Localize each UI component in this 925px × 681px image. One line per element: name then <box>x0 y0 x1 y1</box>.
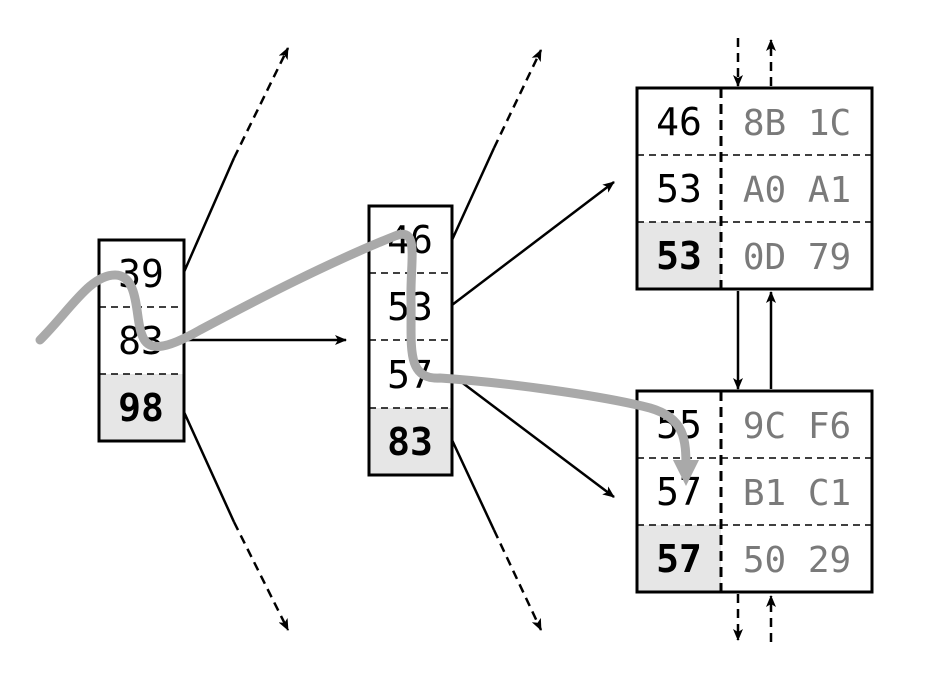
leaf-key: 57 <box>656 470 702 514</box>
leaf-value: 8B 1C <box>743 103 851 144</box>
root-separator-key: 98 <box>118 386 164 430</box>
inner-separator-cell <box>369 408 452 475</box>
leaf-separator-value: 0D 79 <box>743 237 851 278</box>
leaf-key: 46 <box>656 100 702 144</box>
leaf-bottom-separator-cell <box>637 525 721 592</box>
inner-pointers <box>450 49 615 631</box>
leaf-key: 53 <box>656 167 702 211</box>
root-pointer-down-solid <box>182 411 236 523</box>
leaf-node-top: 46 8B 1C 53 A0 A1 53 0D 79 <box>635 86 874 291</box>
root-separator-cell <box>99 374 184 441</box>
root-pointers <box>182 47 347 631</box>
lookup-path-highlight <box>35 229 699 486</box>
leaf-value: 9C F6 <box>743 406 851 447</box>
leaf-value: A0 A1 <box>743 170 851 211</box>
inner-pointer-to-top-leaf <box>451 181 615 306</box>
leaf-separator-key: 57 <box>656 537 702 581</box>
leaf-separator-value: 50 29 <box>743 540 851 581</box>
inner-pointer-up-dashed <box>492 49 543 149</box>
root-pointer-up-solid <box>182 157 236 273</box>
leaf-separator-key: 53 <box>656 234 702 278</box>
root-pointer-down-dashed <box>232 521 290 631</box>
leaf-top-separator-cell <box>637 222 721 289</box>
root-pointer-up-dashed <box>232 47 290 159</box>
inner-pointer-to-bottom-leaf <box>451 374 615 498</box>
leaf-bottom-border <box>635 389 874 594</box>
inner-pointer-down-solid <box>450 439 496 531</box>
inner-pointer-down-dashed <box>492 529 543 631</box>
inner-separator-key: 83 <box>387 420 433 464</box>
inner-pointer-up-solid <box>450 147 496 241</box>
leaf-node-bottom: 55 9C F6 57 B1 C1 57 50 29 <box>635 389 874 594</box>
leaf-sibling-links <box>733 38 776 642</box>
leaf-top-border <box>635 86 874 291</box>
leaf-value: B1 C1 <box>743 473 851 514</box>
